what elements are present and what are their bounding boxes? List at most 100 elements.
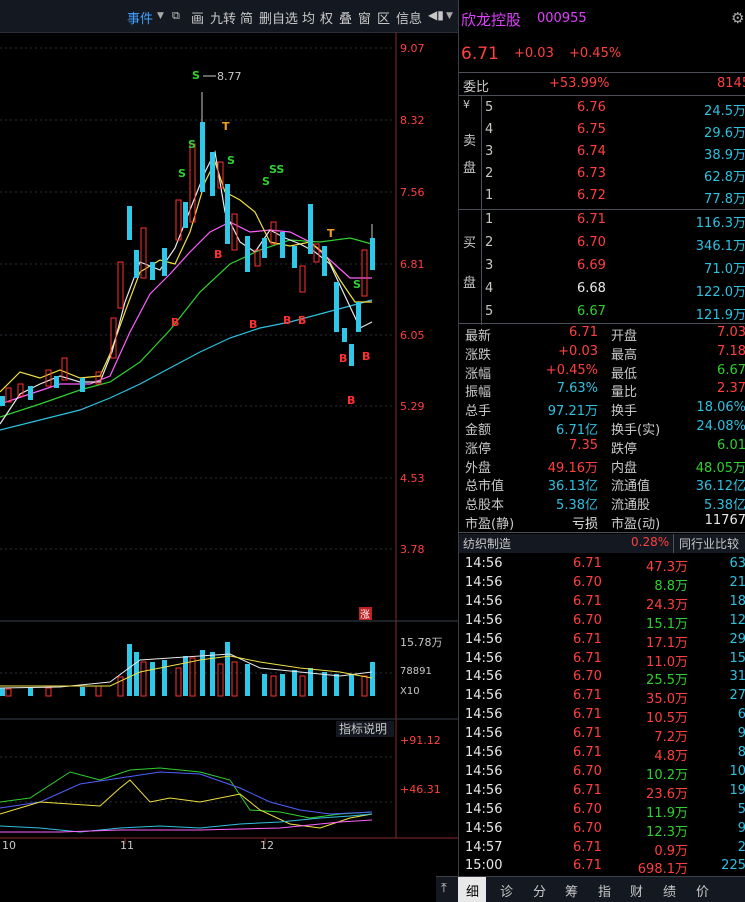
tick-volume: 12.3万 <box>646 824 688 840</box>
tick-price: 6.70 <box>573 574 602 590</box>
stat-value: 36.13亿 <box>547 479 598 495</box>
stock-name: 欣龙控股 <box>461 11 522 29</box>
stat-label: 开盘 <box>611 329 638 344</box>
stat-value: 24.08% <box>696 419 745 434</box>
price-change: +0.03 <box>514 46 554 61</box>
stat-value: 18.06% <box>696 400 745 416</box>
tick-volume: 24.3万 <box>646 597 688 613</box>
stat-value: 7.18 <box>717 343 745 359</box>
scroll-top-icon[interactable]: ⤒ <box>441 881 447 896</box>
tab-index[interactable]: 指 <box>598 885 612 900</box>
scroll-top-button[interactable]: ⤒ <box>436 876 458 902</box>
tick-count: 31 <box>729 669 745 685</box>
tick-time: 14:56 <box>465 556 503 571</box>
tick-price: 6.71 <box>573 745 602 760</box>
collapse-panel-icon[interactable]: ◀▮ <box>428 8 444 22</box>
date-label: 11 <box>120 839 134 852</box>
ma-button[interactable]: 均 <box>302 12 316 27</box>
svg-text:B: B <box>283 314 291 327</box>
chevron-down-icon[interactable]: ▼ <box>157 11 164 21</box>
high-price-marker: 8.77 <box>217 70 242 83</box>
tick-count: 9 <box>737 820 745 836</box>
simple-button[interactable]: 简 <box>240 12 254 27</box>
tab-chips[interactable]: 筹 <box>565 885 579 900</box>
price-tick: 6.05 <box>400 329 425 342</box>
info-button[interactable]: 信息 <box>396 12 423 27</box>
tick-volume: 0.9万 <box>654 843 688 859</box>
level-volume: 77.8万 <box>704 192 745 207</box>
stat-label: 振幅 <box>465 385 492 401</box>
chart-toolbar: 事件 ▼ ⧉ 画 九转 简 删自选 均 权 叠 窗 区 信息 ◀▮ ▼ <box>0 0 458 33</box>
event-dropdown[interactable]: 事件 <box>127 12 154 27</box>
tick-volume: 47.3万 <box>646 560 688 575</box>
svg-text:SS: SS <box>269 163 284 176</box>
tick-time: 14:56 <box>465 650 503 666</box>
overlay-button[interactable]: 叠 <box>339 12 353 27</box>
price-tick: 7.56 <box>400 186 425 199</box>
stat-value: 49.16万 <box>547 460 598 476</box>
level-price: 6.68 <box>577 281 606 296</box>
indicator-blue-line <box>0 771 373 815</box>
nine-turn-button[interactable]: 九转 <box>210 12 237 27</box>
rights-button[interactable]: 权 <box>320 12 334 27</box>
tab-performance[interactable]: 绩 <box>663 885 677 900</box>
level-price: 6.71 <box>577 212 606 227</box>
tick-volume: 8.8万 <box>654 578 688 594</box>
stat-value: 6.01 <box>717 437 745 453</box>
date-label: 10 <box>2 839 16 852</box>
svg-text:B: B <box>171 316 179 329</box>
stat-label: 最新 <box>465 329 492 344</box>
draw-button[interactable]: 画 <box>191 12 205 27</box>
ma-line-yellow <box>0 160 372 393</box>
range-button[interactable]: 区 <box>377 12 391 27</box>
tab-price[interactable]: 价 <box>696 885 710 900</box>
chevron-down-icon[interactable]: ▼ <box>446 11 453 21</box>
current-price: 6.71 <box>461 44 499 64</box>
svg-text:S: S <box>192 69 200 82</box>
window-button[interactable]: 窗 <box>358 12 372 27</box>
tick-volume: 15.1万 <box>646 616 688 632</box>
stat-value: 5.38亿 <box>556 498 598 514</box>
stat-value: 6.71 <box>569 325 598 340</box>
tick-price: 6.71 <box>573 556 602 571</box>
bottom-tabs: ⇞ 细 诊 分 筹 指 财 绩 价 <box>436 876 745 902</box>
level-price: 6.70 <box>577 235 606 250</box>
gear-icon[interactable]: ⚙ <box>731 9 745 27</box>
stock-code: 000955 <box>537 11 587 26</box>
kline-chart[interactable]: 9.07 8.32 7.56 6.81 6.05 5.29 4.53 3.78 … <box>0 32 458 901</box>
candles <box>0 92 375 406</box>
tab-diagnose[interactable]: 诊 <box>500 885 514 900</box>
volume-ma-yellow <box>0 655 373 687</box>
stat-label: 换手(实) <box>611 423 661 438</box>
level-num: 1 <box>485 188 494 203</box>
stat-value: 7.35 <box>569 437 598 453</box>
tick-price: 6.71 <box>573 650 602 666</box>
tick-volume: 11.9万 <box>646 805 688 821</box>
tick-volume: 17.1万 <box>646 635 688 651</box>
tick-count: 2 <box>737 839 745 855</box>
sector-name: 纺织制造 <box>463 537 512 551</box>
tick-volume: 10.5万 <box>646 711 688 727</box>
indicator-help-label[interactable]: 指标说明 <box>339 721 387 736</box>
level-price: 6.76 <box>577 100 606 115</box>
indicator-help-button[interactable] <box>336 721 394 737</box>
limit-up-badge <box>359 607 372 620</box>
tab-finance[interactable]: 财 <box>630 885 644 900</box>
tick-count: 63 <box>729 556 745 571</box>
industry-compare-button[interactable]: 同行业比较 <box>679 537 740 551</box>
date-label: 12 <box>260 839 274 852</box>
sector-bar[interactable]: 纺织制造 0.28% 同行业比较 <box>459 534 745 553</box>
delete-watchlist-button[interactable]: 删自选 <box>259 12 299 27</box>
tab-minute[interactable]: 分 <box>533 885 547 900</box>
price-tick: 6.81 <box>400 258 425 271</box>
stat-label: 市盈(动) <box>611 517 661 532</box>
stat-value: +0.45% <box>545 362 598 378</box>
volume-bars <box>0 642 375 697</box>
tab-detail[interactable]: 细 <box>466 885 480 900</box>
price-tick: 4.53 <box>400 472 425 485</box>
svg-text:S: S <box>227 154 235 167</box>
stat-label: 涨跌 <box>465 347 492 363</box>
level-volume: 346.1万 <box>695 239 745 254</box>
tick-time: 14:56 <box>465 763 503 779</box>
window-icon[interactable]: ⧉ <box>172 9 180 22</box>
